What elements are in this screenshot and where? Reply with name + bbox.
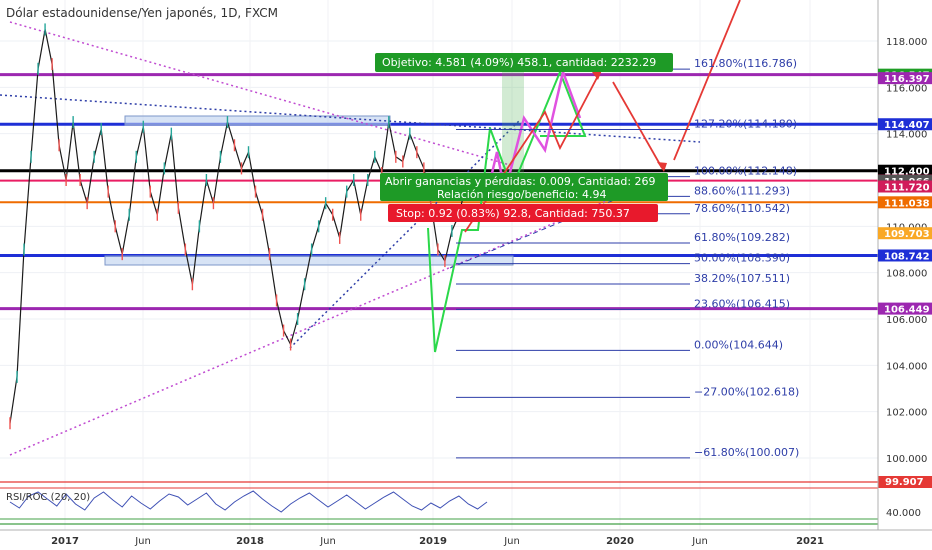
indicator-pane[interactable]: RSI/ROC (20, 20) 99.907 40.000 [0,476,932,525]
price-badge-bg [878,227,932,240]
arrow-head-right [592,70,602,80]
chart-title: Dólar estadounidense/Yen japonés, 1D, FX… [6,6,278,20]
time-axis[interactable]: 2017 Jun 2018 Jun 2019 Jun 2020 Jun 2021 [51,536,824,547]
indicator-value: 40.000 [886,508,921,519]
fib-level-label: 161.80%(116.786) [694,57,797,70]
fib-level-label: 0.00%(104.644) [694,338,783,351]
trendline-ascending-dotted [9,194,621,456]
position-annotations: Objetivo: 4.581 (4.09%) 458.1, cantidad:… [375,53,673,222]
price-badge-label: 108.742 [884,251,930,262]
stop-box [388,204,658,222]
fib-level-label: 50.00%(108.390) [694,252,790,265]
price-badge-bg [878,302,932,315]
price-tick-label: 100.000 [886,454,927,465]
indicator-label: RSI/ROC (20, 20) [6,492,90,503]
price-badge-label: 116.397 [884,74,930,85]
price-badge-label: 114.407 [884,120,930,131]
price-badge-bg [878,118,932,131]
rsi-series-line [9,490,488,513]
fib-level-label: −27.00%(102.618) [694,385,799,398]
price-tick-label: 102.000 [886,408,927,419]
red-down-path [612,81,663,169]
indicator-top-value: 99.907 [885,477,924,488]
arrow-head-down [657,162,667,172]
risk-reward-label: Relación riesgo/beneficio: 4.94 [437,188,606,201]
time-tick-label: 2018 [236,536,264,547]
price-tick-label: 104.000 [886,361,927,372]
red-projection-path [464,71,601,233]
price-badge-bg [878,72,932,85]
price-badge-bg [878,164,932,177]
time-tick-label: 2021 [796,536,824,547]
price-badges: 116.547116.397114.407112.400111.975111.9… [878,68,932,316]
time-tick-label: Jun [319,536,336,547]
price-tick-label: 118.000 [886,37,927,48]
price-badge-label: 112.400 [884,167,930,178]
fib-level-label: 23.60%(106.415) [694,297,790,310]
trendline-blue-dotted [0,94,701,143]
trendline-descending-dotted [9,21,511,166]
price-badge-label: 111.720 [884,182,930,193]
target-label: Objetivo: 4.581 (4.09%) 458.1, cantidad:… [382,56,656,69]
time-tick-label: 2017 [51,536,79,547]
resistance-zone [124,115,391,126]
price-badge-label: 111.038 [884,198,930,209]
time-tick-label: Jun [503,536,520,547]
price-tick-label: 114.000 [886,130,927,141]
price-badge-label: 106.449 [884,305,930,316]
price-badge-bg [878,249,932,262]
time-tick-label: Jun [691,536,708,547]
fib-level-label: 88.60%(111.293) [694,184,790,197]
time-tick-label: 2020 [606,536,634,547]
price-badge-bg [878,180,932,193]
fib-level-label: 38.20%(107.511) [694,272,790,285]
fib-level-label: −61.80%(100.007) [694,446,799,459]
open-pl-label: Abrir ganancias y pérdidas: 0.009, Canti… [385,175,656,188]
indicator-top-badge [878,476,932,488]
time-tick-label: 2019 [419,536,447,547]
price-tick-label: 106.000 [886,315,927,326]
fib-level-label: 100.00%(112.148) [694,165,797,178]
projection-zone [502,66,524,178]
fib-level-label: 61.80%(109.282) [694,231,790,244]
open-pl-box [380,173,668,201]
fib-level-label: 78.60%(110.542) [694,202,790,215]
target-box [375,53,673,72]
price-tick-label: 116.000 [886,83,927,94]
time-tick-label: Jun [134,536,151,547]
fib-level-label: 127.20%(114.180) [694,117,797,130]
trendline-channel-dotted [289,119,521,349]
red-up-path [673,0,741,161]
stop-label: Stop: 0.92 (0.83%) 92.8, Cantidad: 750.3… [396,207,630,220]
price-tick-label: 108.000 [886,269,927,280]
price-badge-label: 109.703 [884,229,930,240]
price-badge-bg [878,196,932,209]
